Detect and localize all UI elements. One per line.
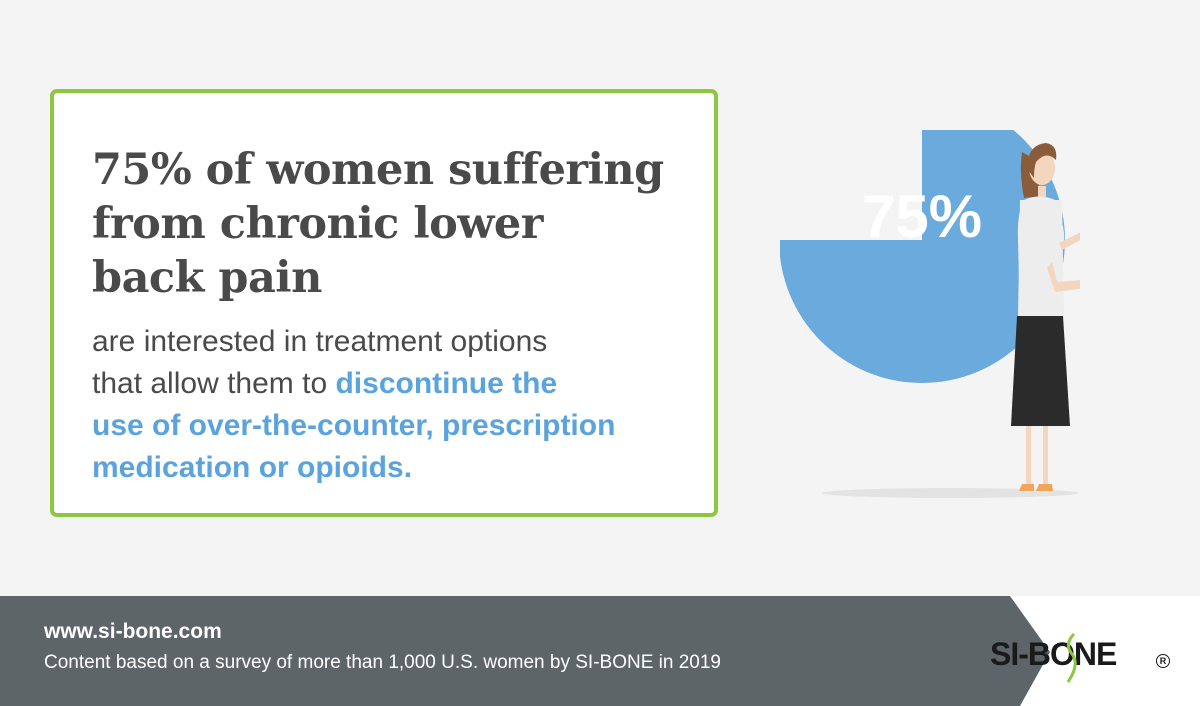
registered-mark: R — [1156, 654, 1170, 668]
footer-bar — [0, 596, 1200, 706]
logo-panel — [966, 596, 1200, 706]
body-line-2-highlight: discontinue the — [335, 367, 558, 400]
ground-shadow — [822, 488, 1078, 498]
stat-card: 75% of women suffering from chronic lowe… — [50, 89, 718, 517]
headline-line-2: from chronic lower — [92, 199, 543, 249]
footer-url-link[interactable]: www.si-bone.com — [44, 620, 222, 643]
headline-line-1: 75% of women suffering — [92, 145, 664, 195]
headline-line-3: back pain — [92, 253, 322, 303]
body-text: are interested in treatment options that… — [92, 321, 692, 489]
body-line-2-plain: that allow them to — [92, 367, 336, 400]
footer-survey-note: Content based on a survey of more than 1… — [44, 652, 721, 673]
illustration: 75% — [780, 130, 1080, 498]
pie-chart-slice — [780, 130, 1065, 383]
pie-percent-label: 75% — [862, 183, 982, 250]
body-line-4-highlight: medication or opioids. — [92, 451, 413, 484]
si-bone-logo: SI-BONE R — [990, 632, 1190, 684]
body-line-3-highlight: use of over-the-counter, prescription — [92, 409, 616, 442]
logo-text: SI-BONE — [990, 636, 1117, 672]
headline: 75% of women suffering from chronic lowe… — [92, 143, 702, 305]
woman-figure — [1011, 143, 1080, 491]
logo-swoosh-icon — [1066, 632, 1077, 683]
body-line-1: are interested in treatment options — [92, 325, 548, 358]
